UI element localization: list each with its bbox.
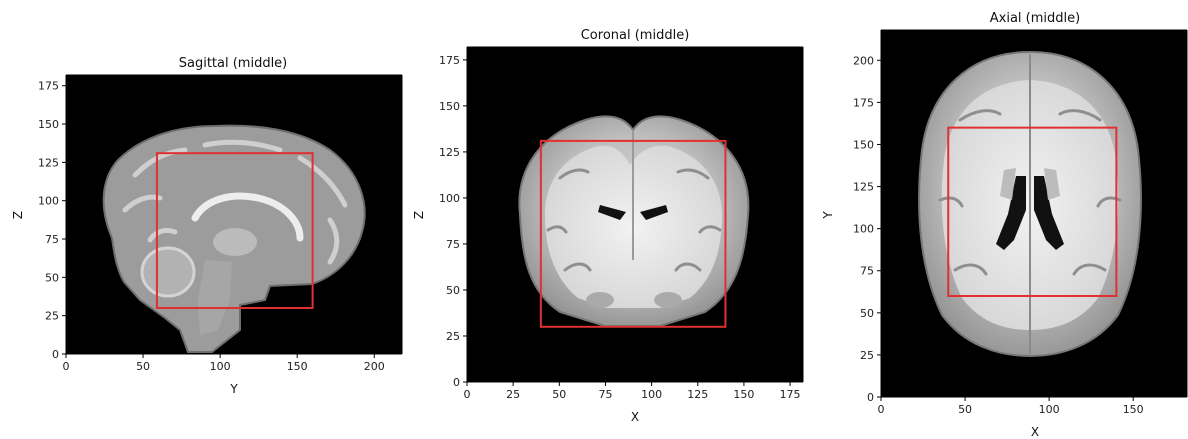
x-tick-label: 150 [287,360,308,373]
y-tick-label: 150 [853,138,874,151]
cerebellum [140,246,196,298]
y-tick-label: 150 [439,100,460,113]
x-tick-label: 50 [136,360,150,373]
thalamus [213,228,257,256]
x-axis-label: Y [229,382,238,396]
x-ticks: 0 25 50 75 100 125 150 175 [464,382,801,401]
x-tick-label: 50 [552,388,566,401]
y-tick-label: 150 [38,118,59,131]
axes [880,29,1188,398]
y-axis-label: Y [821,211,835,220]
brainstem [198,260,232,335]
x-ticks: 0 50 100 150 200 [63,354,385,373]
x-tick-label: 75 [598,388,612,401]
y-tick-label: 125 [853,181,874,194]
panel-title: Sagittal (middle) [179,56,288,71]
x-tick-label: 100 [641,388,662,401]
hippocampus-right [654,292,682,308]
lateral-ventricles [598,205,668,220]
y-tick-label: 25 [860,349,874,362]
y-tick-label: 0 [867,391,874,404]
x-tick-label: 100 [210,360,231,373]
y-ticks: 0 25 50 75 100 125 150 175 200 [853,54,881,404]
y-tick-label: 100 [38,195,59,208]
brain-image [102,124,366,353]
gyri-texture [938,109,1122,276]
x-tick-label: 25 [506,388,520,401]
brain-image [518,115,750,327]
x-axis-label: X [631,410,639,424]
y-tick-label: 50 [45,271,59,284]
axes [466,46,804,383]
y-tick-label: 125 [439,146,460,159]
x-tick-label: 50 [958,403,972,416]
y-tick-label: 100 [853,223,874,236]
x-ticks: 0 50 100 150 [878,397,1144,416]
y-tick-label: 25 [45,310,59,323]
y-tick-label: 50 [446,284,460,297]
x-tick-label: 150 [1123,403,1144,416]
panel-title: Axial (middle) [990,11,1080,26]
gyri-texture [122,139,348,265]
y-tick-label: 50 [860,307,874,320]
roi-box [155,152,314,310]
y-tick-label: 25 [446,330,460,343]
y-tick-label: 75 [860,265,874,278]
y-tick-label: 0 [453,376,460,389]
y-axis-label: Z [412,211,426,219]
y-tick-label: 75 [446,238,460,251]
axial-panel: Axial (middle) 0 50 100 150 0 25 50 75 100 125 15… [821,11,1188,439]
x-axis-label: X [1031,425,1039,439]
coronal-panel: Coronal (middle) 0 25 50 75 100 125 150 175 0 25… [412,28,804,424]
x-tick-label: 125 [687,388,708,401]
corpus-callosum [191,192,304,242]
x-tick-label: 0 [464,388,471,401]
hippocampus [586,292,614,308]
x-tick-label: 0 [878,403,885,416]
x-tick-label: 0 [63,360,70,373]
y-tick-label: 175 [853,96,874,109]
roi-box [947,126,1118,297]
gyri-texture [546,168,722,272]
y-tick-label: 0 [52,348,59,361]
y-tick-label: 175 [38,80,59,93]
sagittal-panel: Sagittal (middle) 0 50 100 150 200 0 25 50 75 10… [11,56,403,396]
y-tick-label: 125 [38,156,59,169]
x-tick-label: 200 [364,360,385,373]
roi-box [539,139,727,328]
y-tick-label: 200 [853,54,874,67]
x-tick-label: 175 [780,388,801,401]
y-axis-label: Z [11,211,25,219]
y-tick-label: 100 [439,192,460,205]
panel-title: Coronal (middle) [581,28,690,43]
y-tick-label: 75 [45,233,59,246]
axes [65,74,403,355]
caudate [1000,168,1060,200]
x-tick-label: 150 [733,388,754,401]
x-tick-label: 100 [1039,403,1060,416]
y-tick-label: 175 [439,54,460,67]
y-ticks: 0 25 50 75 100 125 150 175 [439,54,467,389]
brain-image [918,50,1142,358]
lateral-ventricles [996,176,1064,250]
y-ticks: 0 25 50 75 100 125 150 175 [38,80,66,361]
